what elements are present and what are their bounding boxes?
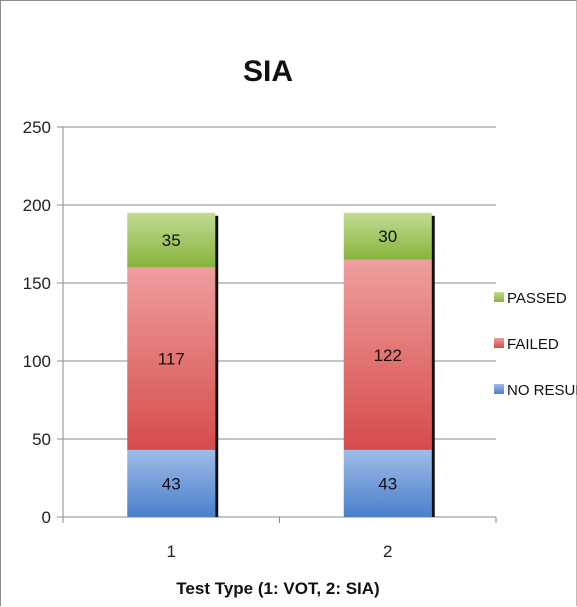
legend-label-no-result: NO RESULT <box>507 382 577 399</box>
data-label-no-result-1: 43 <box>162 474 181 493</box>
data-labels: 43 117 35 43 122 30 <box>158 227 402 493</box>
bars <box>127 212 435 518</box>
legend: PASSED FAILED NO RESULT <box>494 290 577 399</box>
legend-swatch-no-result <box>494 384 504 394</box>
data-label-no-result-2: 43 <box>378 474 397 493</box>
bar-no-result-2 <box>343 449 432 517</box>
x-tick-label-2: 2 <box>383 542 392 561</box>
y-tick-label-200: 200 <box>23 196 51 215</box>
bar-shadow-2 <box>431 215 435 518</box>
y-tick-label-150: 150 <box>23 274 51 293</box>
legend-swatch-passed <box>494 292 504 302</box>
bar-passed-1 <box>127 212 216 268</box>
data-label-passed-1: 35 <box>162 231 181 250</box>
data-label-failed-2: 122 <box>374 346 402 365</box>
y-tick-label-100: 100 <box>23 352 51 371</box>
x-axis-label: Test Type (1: VOT, 2: SIA) <box>176 579 379 598</box>
data-label-failed-1: 117 <box>158 350 185 369</box>
bar-passed-2 <box>343 212 432 260</box>
bar-shadow-1 <box>215 215 219 518</box>
legend-label-failed: FAILED <box>507 336 559 353</box>
legend-swatch-failed <box>494 338 504 348</box>
x-tick-label-1: 1 <box>167 542 176 561</box>
y-tick-label-0: 0 <box>42 508 51 527</box>
y-tick-label-250: 250 <box>23 118 51 137</box>
bar-failed-1 <box>127 267 216 450</box>
bar-no-result-1 <box>127 449 216 517</box>
chart-title: SIA <box>243 55 293 88</box>
data-label-passed-2: 30 <box>378 227 397 246</box>
y-tick-label-50: 50 <box>32 430 51 449</box>
legend-label-passed: PASSED <box>507 290 567 307</box>
bar-failed-2 <box>343 259 432 450</box>
